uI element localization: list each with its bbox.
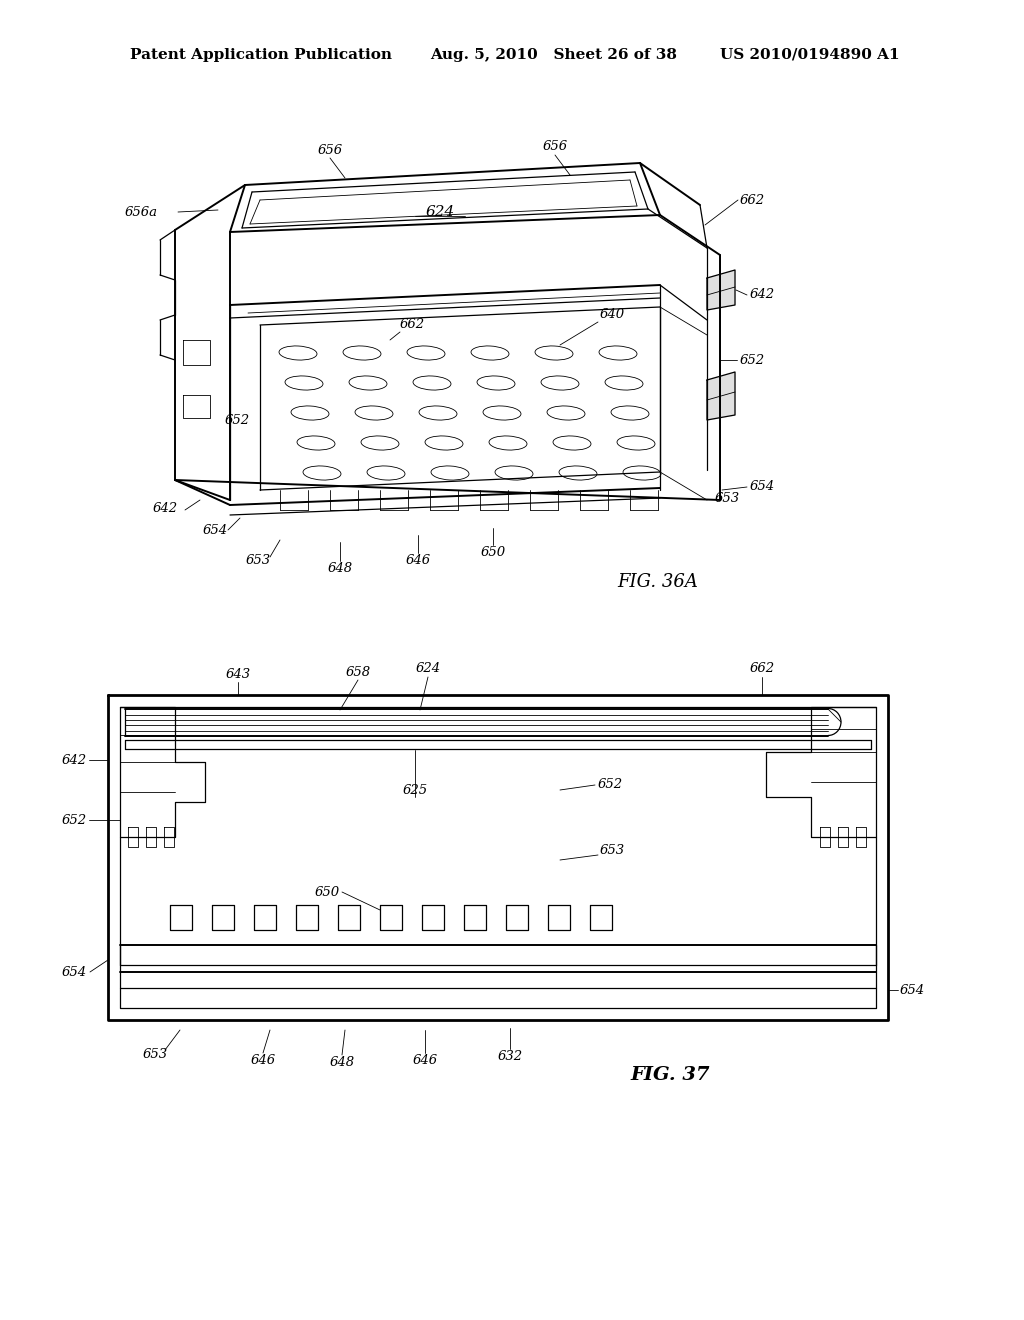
Text: 646: 646 xyxy=(251,1053,275,1067)
Text: 653: 653 xyxy=(715,491,740,504)
Text: 653: 653 xyxy=(142,1048,168,1061)
Text: 658: 658 xyxy=(345,665,371,678)
Polygon shape xyxy=(707,271,735,310)
Text: 652: 652 xyxy=(225,413,250,426)
Text: 642: 642 xyxy=(61,754,87,767)
Text: 652: 652 xyxy=(61,813,87,826)
Text: FIG. 36A: FIG. 36A xyxy=(617,573,698,591)
Text: 640: 640 xyxy=(600,309,625,322)
Text: Aug. 5, 2010   Sheet 26 of 38: Aug. 5, 2010 Sheet 26 of 38 xyxy=(430,48,677,62)
Text: Patent Application Publication: Patent Application Publication xyxy=(130,48,392,62)
Text: US 2010/0194890 A1: US 2010/0194890 A1 xyxy=(720,48,900,62)
Text: 624: 624 xyxy=(425,205,455,219)
Text: 662: 662 xyxy=(740,194,765,206)
Text: 653: 653 xyxy=(246,553,270,566)
Text: 654: 654 xyxy=(900,983,925,997)
Text: 662: 662 xyxy=(400,318,425,331)
Text: 650: 650 xyxy=(314,886,340,899)
Polygon shape xyxy=(108,696,888,1020)
Text: 646: 646 xyxy=(406,553,430,566)
Text: 656: 656 xyxy=(317,144,343,157)
Text: 624: 624 xyxy=(416,663,440,676)
Text: 654: 654 xyxy=(750,480,775,494)
Text: 656: 656 xyxy=(543,140,567,153)
Text: 648: 648 xyxy=(330,1056,354,1068)
Text: 625: 625 xyxy=(402,784,428,796)
Text: 643: 643 xyxy=(225,668,251,681)
Text: 632: 632 xyxy=(498,1049,522,1063)
Text: 653: 653 xyxy=(600,843,625,857)
Text: FIG. 37: FIG. 37 xyxy=(630,1067,710,1084)
Text: 654: 654 xyxy=(61,965,87,978)
Text: 650: 650 xyxy=(480,545,506,558)
Text: 642: 642 xyxy=(750,289,775,301)
Text: 656a: 656a xyxy=(125,206,158,219)
Text: 654: 654 xyxy=(203,524,227,536)
Polygon shape xyxy=(707,372,735,420)
Text: 648: 648 xyxy=(328,561,352,574)
Text: 652: 652 xyxy=(740,354,765,367)
Text: 662: 662 xyxy=(750,663,774,676)
Text: 642: 642 xyxy=(153,502,177,515)
Text: 646: 646 xyxy=(413,1053,437,1067)
Text: 652: 652 xyxy=(598,779,624,792)
